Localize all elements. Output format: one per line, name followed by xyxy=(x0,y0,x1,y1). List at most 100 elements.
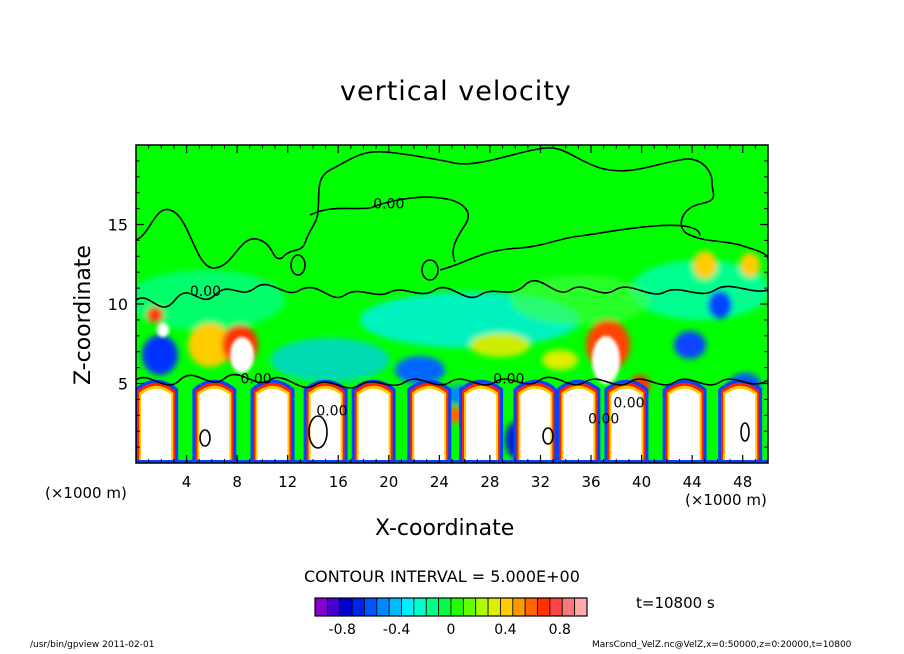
footer-left: /usr/bin/gpview 2011-02-01 xyxy=(30,640,155,650)
blue-patch xyxy=(142,335,178,375)
colorbar-swatch xyxy=(487,597,501,617)
core-white xyxy=(520,388,551,463)
colorbar-swatch xyxy=(512,597,526,617)
colorbar-swatch xyxy=(314,597,328,617)
core-white xyxy=(563,388,594,463)
core-white xyxy=(358,388,389,463)
heatmap-field: 0.000.000.000.000.000.000.00 xyxy=(136,145,768,463)
updraft-core-upper xyxy=(230,337,254,373)
contour-label: 0.00 xyxy=(316,403,347,419)
x-tick-label: 8 xyxy=(232,473,242,491)
blue-patch xyxy=(708,291,732,319)
x-tick-label: 4 xyxy=(182,473,192,491)
updraft-core-upper xyxy=(592,336,620,384)
contour-lines xyxy=(136,147,768,449)
x-tick-label: 16 xyxy=(329,473,348,491)
yellow-patch xyxy=(740,253,760,277)
colorbar-swatch xyxy=(524,597,538,617)
colorbar-swatch xyxy=(500,597,514,617)
x-tick-label: 36 xyxy=(581,473,600,491)
colorbar-tick-label: -0.4 xyxy=(383,622,410,638)
x-axis-label: X-coordinate xyxy=(375,516,515,541)
colorbar-swatch xyxy=(376,597,390,617)
closed-contour xyxy=(542,427,554,445)
footer-right: MarsCond_VelZ.nc@VelZ,x=0:50000,z=0:2000… xyxy=(592,640,852,650)
contour-labels: 0.000.000.000.000.000.000.00 xyxy=(190,197,645,428)
colorbar-frame xyxy=(314,597,588,617)
x-tick-label: 44 xyxy=(683,473,702,491)
contour-label: 0.00 xyxy=(613,395,644,411)
colorbar-swatch xyxy=(462,597,477,617)
small-white-cores xyxy=(157,323,620,384)
colorbar-tick-label: 0.8 xyxy=(549,622,571,638)
colorbar-swatch xyxy=(425,597,440,617)
colorbar-swatch xyxy=(561,597,576,617)
cyan-band-patch xyxy=(270,338,390,382)
closed-contour xyxy=(421,259,439,281)
colorbar-swatch xyxy=(475,597,489,617)
contour-label: 0.00 xyxy=(588,411,619,427)
colorbar-swatch xyxy=(549,597,563,617)
colorbar-tick-label: -0.8 xyxy=(329,622,356,638)
colorbar-swatch xyxy=(339,597,353,617)
core-white xyxy=(611,388,642,463)
cyan-band-patch xyxy=(630,260,768,320)
colorbar-swatch xyxy=(388,597,402,617)
chart-title: vertical velocity xyxy=(340,76,572,107)
contour-label: 0.00 xyxy=(190,284,221,300)
closed-contour xyxy=(740,422,750,442)
colorbar-swatch xyxy=(574,597,588,617)
core-white xyxy=(199,388,230,463)
core-white xyxy=(414,388,445,463)
colorbar-swatch xyxy=(450,597,464,617)
x-tick-label: 12 xyxy=(278,473,297,491)
x-tick-label: 40 xyxy=(632,473,651,491)
updraft-core-upper xyxy=(157,323,169,337)
core-white xyxy=(466,388,497,463)
core-white xyxy=(141,388,172,463)
colorbar-swatch xyxy=(401,597,415,617)
contour-label: 0.00 xyxy=(240,372,271,388)
core-white xyxy=(725,388,756,463)
zero-contour-loop xyxy=(439,224,701,271)
colorbar: -0.8 -0.4 0 0.4 0.8 xyxy=(314,597,588,638)
red-patch xyxy=(147,307,163,323)
y-tick-label: 5 xyxy=(118,375,128,394)
x-tick-label: 48 xyxy=(733,473,752,491)
colorbar-tick-label: 0 xyxy=(447,622,456,638)
cyan-band-patch xyxy=(510,275,650,325)
time-label: t=10800 s xyxy=(636,594,715,612)
x-unit-left: (×1000 m) xyxy=(45,484,127,502)
contour-label: 0.00 xyxy=(493,372,524,388)
yellow-patch xyxy=(188,323,232,367)
y-axis-label: Z-coordinate xyxy=(71,245,96,385)
closed-contour xyxy=(199,429,211,447)
zero-contour-main xyxy=(136,147,768,269)
y-tick-label: 15 xyxy=(108,216,128,235)
x-tick-label: 32 xyxy=(531,473,550,491)
colorbar-swatch xyxy=(537,597,551,617)
core-white xyxy=(669,388,700,463)
blue-patch xyxy=(395,356,445,384)
y-tick-label: 10 xyxy=(108,295,128,314)
zero-contour-wiggle xyxy=(136,279,768,308)
contour-label: 0.00 xyxy=(373,197,404,213)
closed-contour xyxy=(308,415,328,449)
colorbar-swatch xyxy=(351,597,365,617)
x-tick-label: 20 xyxy=(379,473,398,491)
x-unit-right: (×1000 m) xyxy=(685,491,767,509)
cyan-band-patch xyxy=(136,270,285,330)
zero-contour-inner xyxy=(309,196,469,263)
core-white xyxy=(257,388,288,463)
colorbar-swatch xyxy=(438,597,452,617)
colorbar-tick-label: 0.4 xyxy=(494,622,516,638)
yellow-patch xyxy=(693,251,717,279)
y-axis: 5 10 15 xyxy=(108,160,768,448)
yellow-patch xyxy=(542,350,578,370)
colorbar-swatch xyxy=(413,597,427,617)
colorbar-swatch xyxy=(326,597,341,617)
blue-patch xyxy=(674,331,706,359)
contour-interval-label: CONTOUR INTERVAL = 5.000E+00 xyxy=(304,567,580,586)
